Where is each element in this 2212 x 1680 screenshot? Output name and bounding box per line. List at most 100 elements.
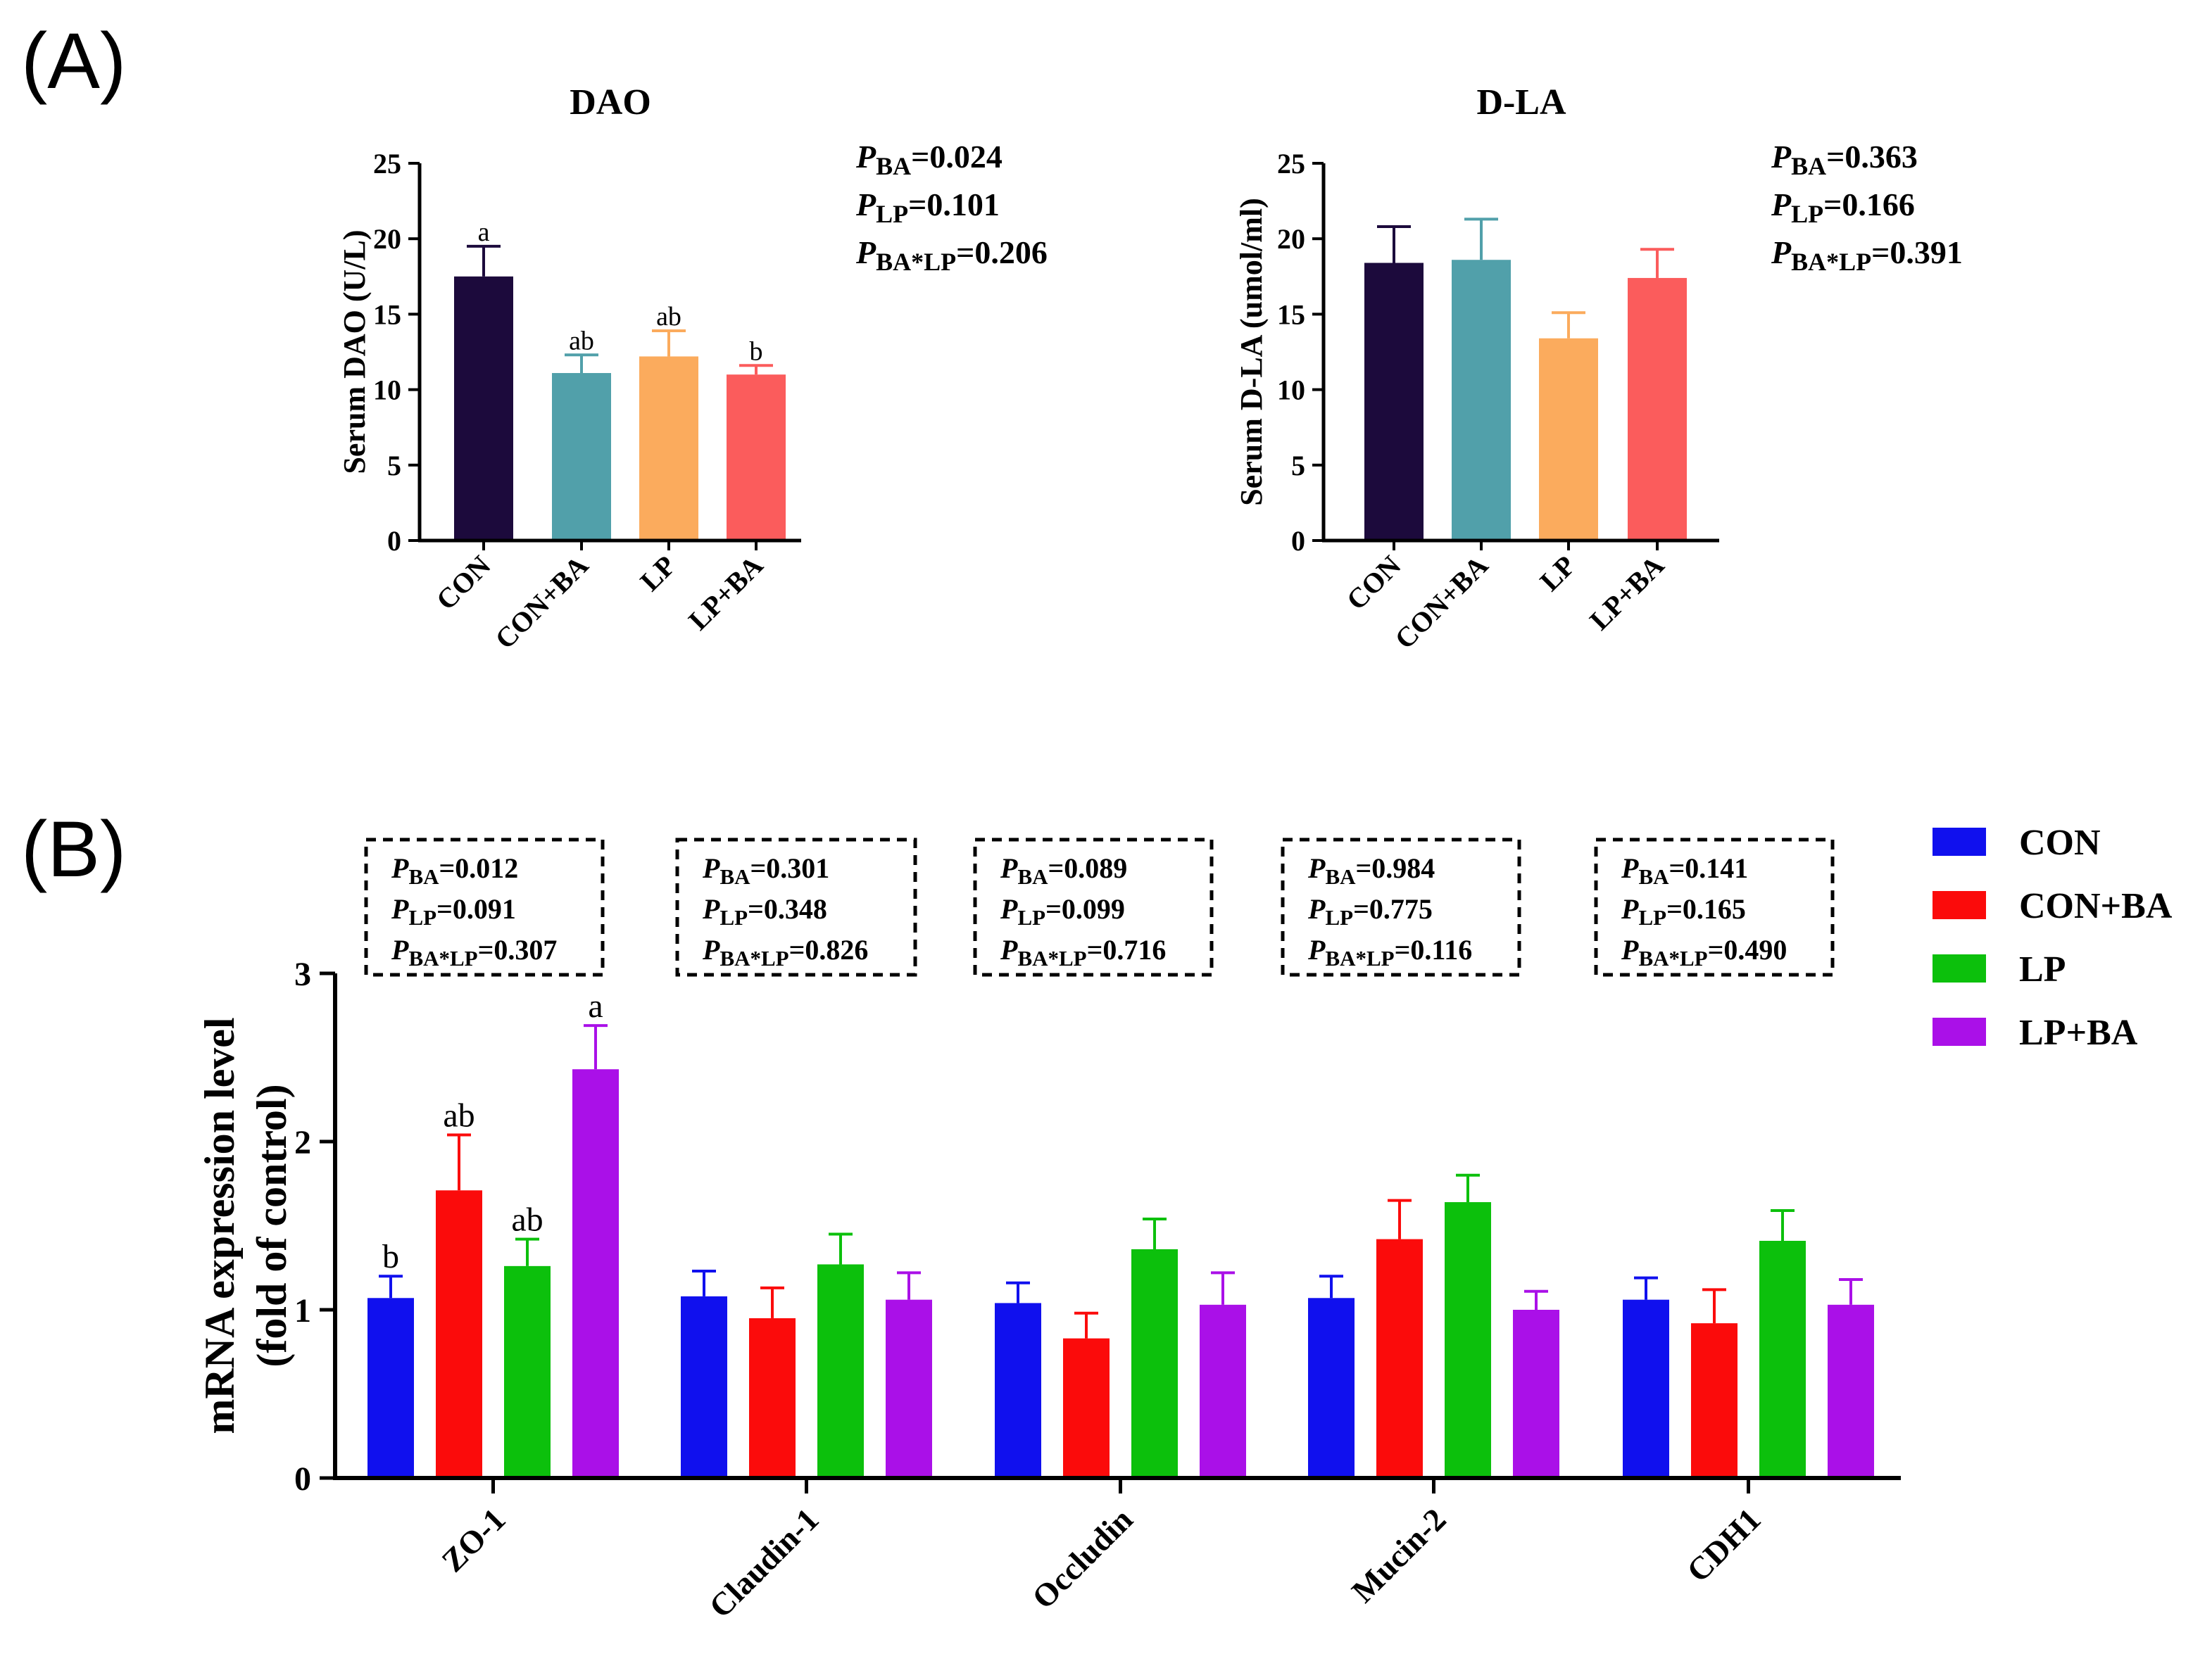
bar-occludin-lp [1131, 1249, 1178, 1478]
bar-mucin-2-con [1308, 1298, 1355, 1478]
p-value-line: PLP=0.348 [702, 893, 827, 930]
y-tick-label: 15 [1277, 298, 1305, 330]
y-tick-label: 10 [373, 374, 401, 406]
p-value: =0.775 [1353, 893, 1433, 925]
p-subscript: LP [719, 905, 748, 930]
p-symbol: P [1307, 852, 1326, 884]
p-subscript: BA*LP [1791, 248, 1871, 276]
significance-letter: b [750, 336, 763, 366]
mrna-chart: bababaZO-1PBA=0.012PLP=0.091PBA*LP=0.307… [196, 823, 2173, 1624]
y-axis-label: mRNA expression level [196, 1017, 243, 1434]
y-axis-label: (fold of control) [249, 1084, 295, 1367]
y-axis-label: Serum D-LA (umol/ml) [1234, 198, 1269, 506]
p-value-line: PBA=0.301 [702, 852, 829, 889]
x-tick-label: LP+BA [1583, 549, 1670, 636]
y-tick-label: 1 [294, 1292, 311, 1330]
x-tick-label: LP+BA [682, 549, 769, 636]
p-value-line: PLP=0.091 [391, 893, 516, 930]
p-value-line: PLP=0.101 [855, 187, 1000, 228]
p-subscript: LP [1791, 200, 1823, 228]
p-symbol: P [1621, 934, 1639, 966]
p-value-line: PBA=0.012 [391, 852, 518, 889]
p-value: =0.101 [908, 187, 1000, 222]
p-value: =0.165 [1666, 893, 1746, 925]
p-symbol: P [391, 934, 409, 966]
bar-cdh1-lp [1759, 1241, 1806, 1478]
significance-letter: a [588, 987, 603, 1025]
p-value-box [973, 838, 1214, 977]
bar-mucin-2-con-ba [1376, 1239, 1423, 1478]
y-tick-label: 0 [294, 1460, 311, 1498]
p-subscript: BA*LP [408, 946, 477, 971]
p-subscript: BA [1325, 864, 1356, 889]
p-symbol: P [702, 852, 720, 884]
x-tick-label: CON+BA [489, 549, 594, 655]
p-symbol: P [702, 893, 720, 925]
p-subscript: BA [1638, 864, 1669, 889]
p-value-line: PLP=0.165 [1621, 893, 1746, 930]
p-subscript: BA*LP [1325, 946, 1394, 971]
p-symbol: P [1771, 234, 1792, 270]
p-value-box [1594, 838, 1835, 977]
p-symbol: P [1771, 187, 1792, 222]
y-tick-label: 20 [1277, 223, 1305, 255]
x-tick-label: LP [634, 550, 681, 598]
bar-zo-1-con-ba [436, 1190, 482, 1478]
p-value: =0.166 [1823, 187, 1915, 222]
p-subscript: BA*LP [1017, 946, 1086, 971]
significance-letter: ab [443, 1097, 475, 1134]
y-tick-label: 5 [1291, 450, 1305, 481]
p-value-line: PBA*LP=0.116 [1307, 934, 1472, 971]
p-symbol: P [702, 934, 720, 966]
significance-letter: ab [511, 1201, 543, 1239]
bar-con [454, 276, 513, 541]
p-subscript: LP [1325, 905, 1353, 930]
legend-swatch [1933, 891, 1986, 919]
bar-mucin-2-lp [1445, 1202, 1491, 1478]
x-tick-label: CON [430, 549, 497, 616]
bar-claudin-1-con-ba [749, 1318, 796, 1478]
legend-label: CON+BA [2019, 886, 2173, 926]
x-tick-label: Claudin-1 [702, 1501, 825, 1624]
p-symbol: P [1000, 893, 1018, 925]
y-tick-label: 25 [1277, 148, 1305, 179]
p-value-line: PBA=0.024 [855, 139, 1003, 180]
bar-zo-1-lp-ba [572, 1069, 619, 1478]
p-value: =0.091 [436, 893, 516, 925]
p-symbol: P [1000, 934, 1018, 966]
y-tick-label: 10 [1277, 374, 1305, 406]
bar-occludin-con-ba [1063, 1338, 1110, 1478]
bar-cdh1-lp-ba [1828, 1304, 1874, 1478]
x-tick-label: Mucin-2 [1345, 1501, 1453, 1610]
p-symbol: P [1000, 852, 1018, 884]
significance-letter: ab [656, 302, 681, 331]
x-tick-label: Occludin [1025, 1501, 1140, 1616]
significance-letter: a [478, 217, 490, 247]
p-value: =0.024 [911, 139, 1003, 175]
dao-chart: DAO a CON ab CON+BA ab LP b LP+BA 0 5 10 15 20 25 Serum… [337, 82, 1048, 655]
bar-occludin-lp-ba [1200, 1304, 1246, 1478]
legend-label: CON [2019, 823, 2101, 863]
bar-occludin-con [995, 1303, 1041, 1478]
p-value: =0.099 [1045, 893, 1125, 925]
p-value-line: PLP=0.166 [1771, 187, 1915, 228]
p-subscript: BA [719, 864, 750, 889]
bar-lp [1539, 338, 1598, 541]
legend-label: LP [2019, 949, 2066, 990]
p-subscript: LP [408, 905, 436, 930]
p-value: =0.089 [1048, 852, 1128, 884]
p-symbol: P [855, 234, 876, 270]
p-value: =0.012 [439, 852, 519, 884]
p-subscript: BA [1017, 864, 1048, 889]
p-value: =0.826 [789, 934, 869, 966]
p-value-line: PBA*LP=0.391 [1771, 234, 1963, 276]
legend-label: LP+BA [2019, 1013, 2138, 1053]
p-subscript: BA [876, 152, 911, 180]
p-value-line: PBA=0.141 [1621, 852, 1748, 889]
p-value-line: PBA=0.984 [1307, 852, 1435, 889]
p-value-line: PBA*LP=0.490 [1621, 934, 1787, 971]
bar-claudin-1-lp-ba [886, 1299, 932, 1478]
x-tick-label: CON [1340, 549, 1407, 616]
